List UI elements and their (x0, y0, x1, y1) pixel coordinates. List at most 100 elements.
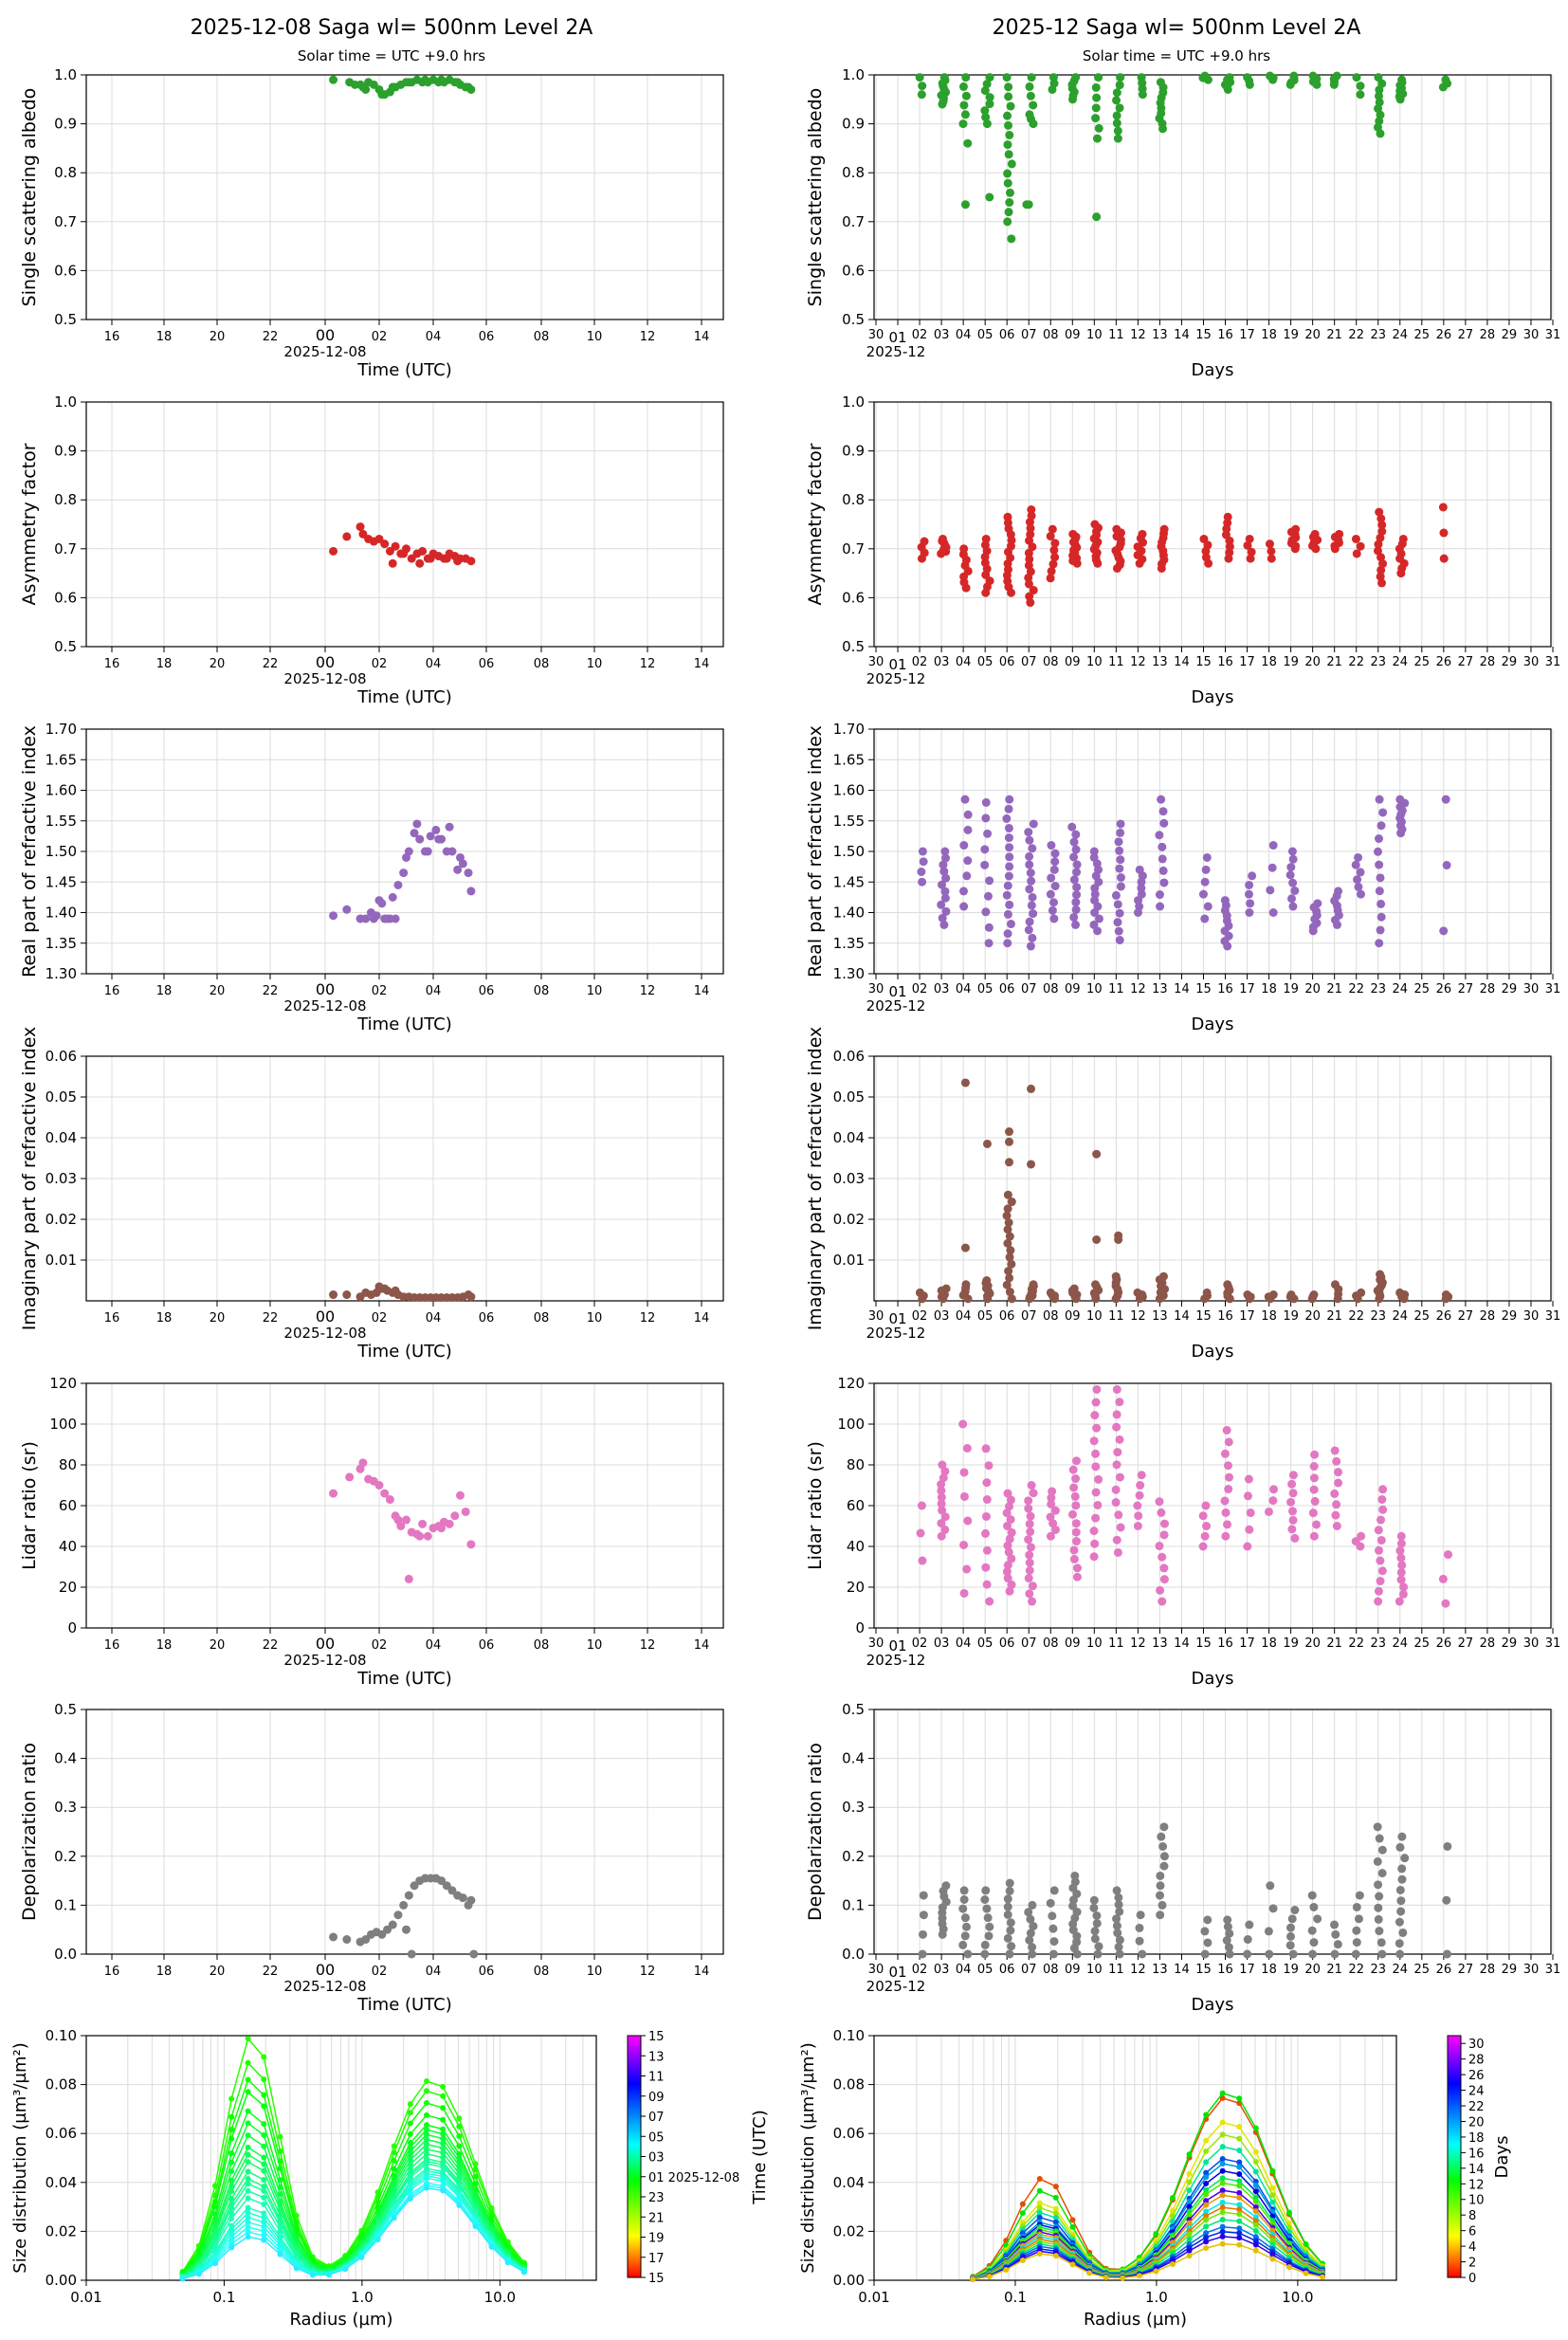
x-tick-label: 16 (1217, 1636, 1233, 1651)
data-point (960, 1913, 970, 1923)
size-distribution-point (1252, 2168, 1259, 2175)
x-axis-label: Time (UTC) (356, 1015, 452, 1034)
data-point (1092, 1919, 1102, 1929)
colorbar-tick-label: 03 (648, 2151, 665, 2166)
size-distribution-point (245, 2223, 251, 2230)
x-tick-label: 27 (1458, 1963, 1474, 1977)
data-point (939, 867, 949, 876)
size-distribution-point (1219, 2228, 1226, 2235)
data-point (1003, 1910, 1012, 1919)
y-axis-label: Size distribution (µm³/µm²) (10, 2042, 30, 2273)
size-distribution-point (1186, 2179, 1193, 2185)
x-tick-label: 08 (534, 330, 550, 344)
data-point (982, 1904, 992, 1913)
x-tick-label: 10 (1086, 1309, 1103, 1324)
size-distribution-point (228, 2159, 235, 2166)
x-tick-label: 01 (888, 329, 906, 346)
size-distribution-point (1203, 2239, 1210, 2245)
data-point (940, 1525, 950, 1534)
data-point (918, 847, 927, 856)
data-point (1290, 1906, 1300, 1915)
data-point (917, 868, 926, 876)
x-tick-label: 04 (956, 655, 972, 669)
data-point (981, 534, 991, 543)
data-point (1330, 1949, 1340, 1959)
data-point (1092, 134, 1102, 143)
x-tick-label: 28 (1480, 982, 1496, 996)
size-distribution-line (972, 2092, 1323, 2278)
size-distribution-point (261, 2103, 267, 2110)
x-tick-label: 08 (1043, 982, 1059, 996)
data-point (939, 73, 949, 82)
data-point (1158, 1597, 1167, 1606)
x-tick-label: 20 (210, 657, 226, 671)
data-point (1377, 821, 1386, 831)
data-point (1026, 868, 1035, 878)
size-distribution-point (374, 2237, 381, 2243)
data-point (1004, 833, 1013, 843)
data-point (1047, 566, 1056, 576)
size-distribution-line (972, 2182, 1323, 2279)
data-point (1377, 1845, 1387, 1855)
size-distribution-point (456, 2115, 463, 2122)
data-point (1050, 1506, 1060, 1515)
y-tick-label: 0.7 (842, 213, 865, 230)
data-point (399, 1900, 409, 1910)
size-distribution-point (1285, 2264, 1292, 2271)
plot-frame (873, 2035, 1397, 2281)
data-point (1047, 841, 1056, 850)
size-distribution-point (228, 2150, 235, 2157)
y-tick-label: 0 (855, 1619, 865, 1636)
scatter-series (916, 1384, 1453, 1608)
size-distribution-point (245, 2204, 251, 2211)
data-point (1155, 831, 1164, 840)
data-point (1004, 1137, 1013, 1146)
x-month-label: 2025-12 (866, 997, 926, 1015)
x-tick-label: 08 (1043, 1963, 1059, 1977)
size-distribution-point (228, 2204, 235, 2211)
data-point (1439, 554, 1449, 563)
data-point (1375, 860, 1384, 869)
data-point (1248, 871, 1257, 881)
size-distribution-point (1052, 2205, 1059, 2212)
size-distribution-point (1252, 2208, 1259, 2215)
x-tick-label: 20 (1304, 1963, 1321, 1977)
x-tick-label: 30 (868, 982, 884, 996)
x-tick-label: 14 (1174, 655, 1190, 669)
data-point (1395, 1288, 1405, 1297)
x-tick-label: 23 (1370, 655, 1386, 669)
x-tick-label: 06 (479, 1638, 495, 1653)
data-point (404, 1891, 413, 1900)
x-tick-label: 05 (977, 982, 994, 996)
data-point (1003, 1190, 1012, 1199)
data-point (1156, 902, 1165, 911)
data-point (1136, 1910, 1145, 1920)
data-point (1288, 902, 1298, 911)
size-distribution-point (424, 2127, 430, 2133)
data-point (329, 1932, 338, 1942)
data-point (393, 1515, 403, 1525)
data-point (1203, 1915, 1212, 1925)
data-point (1351, 534, 1360, 543)
x-axis-label: Days (1192, 1015, 1234, 1034)
y-tick-label: 0.02 (46, 2222, 77, 2239)
size-distribution-point (1203, 2111, 1210, 2118)
y-tick-label: 120 (49, 1375, 77, 1392)
data-point (1159, 1530, 1169, 1540)
size-distribution-point (1203, 2191, 1210, 2198)
size-distribution-point (1219, 2119, 1226, 2126)
y-tick-label: 1.35 (833, 935, 865, 952)
x-tick-label: 10 (1086, 328, 1103, 342)
x-tick-label: 25 (1414, 655, 1431, 669)
size-distribution-line (182, 2078, 525, 2274)
data-point (941, 853, 951, 863)
y-tick-label: 0.04 (833, 1129, 865, 1146)
size-distribution-point (424, 2077, 430, 2084)
data-point (1049, 79, 1059, 88)
x-tick-label: 20 (210, 1638, 226, 1653)
data-point (1069, 1284, 1079, 1293)
x-tick-label: 22 (263, 984, 279, 998)
data-point (941, 1284, 951, 1293)
size-distribution-point (1203, 2223, 1210, 2230)
data-point (1112, 1460, 1121, 1470)
